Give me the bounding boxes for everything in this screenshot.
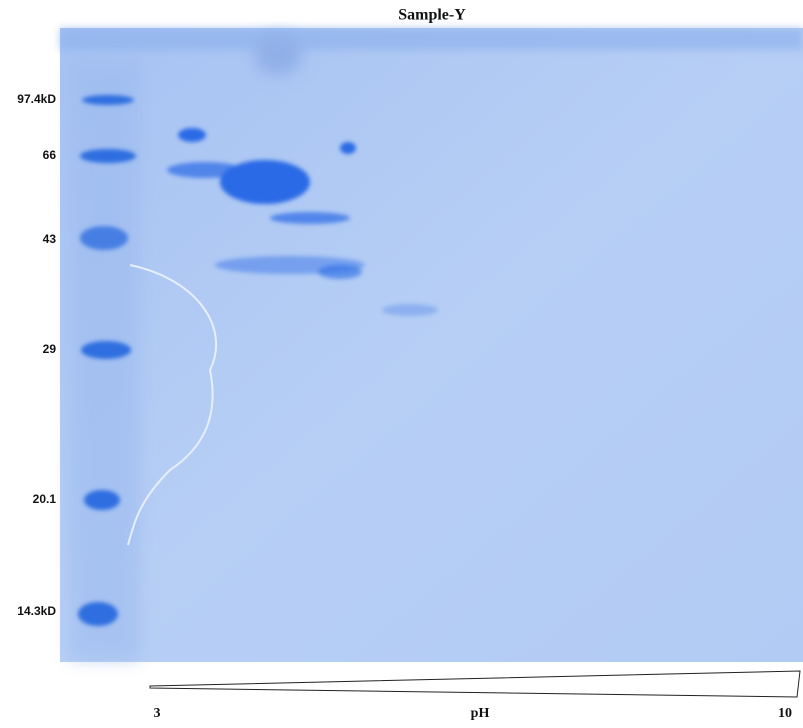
marker-label: 97.4kD — [17, 92, 56, 106]
marker-label: 14.3kD — [17, 604, 56, 618]
gel — [60, 28, 803, 662]
title: Sample-Y — [398, 7, 466, 24]
marker-label: 20.1 — [33, 492, 57, 506]
ph-end: 10 — [778, 706, 792, 721]
marker-label: 66 — [43, 148, 57, 162]
marker-labels: 97.4kD 66 43 29 20.1 14.3kD — [17, 92, 56, 618]
ph-start: 3 — [154, 706, 161, 721]
ph-label: pH — [471, 706, 490, 721]
marker-label: 29 — [43, 342, 57, 356]
ph-wedge — [149, 670, 801, 698]
marker-label: 43 — [43, 232, 57, 246]
